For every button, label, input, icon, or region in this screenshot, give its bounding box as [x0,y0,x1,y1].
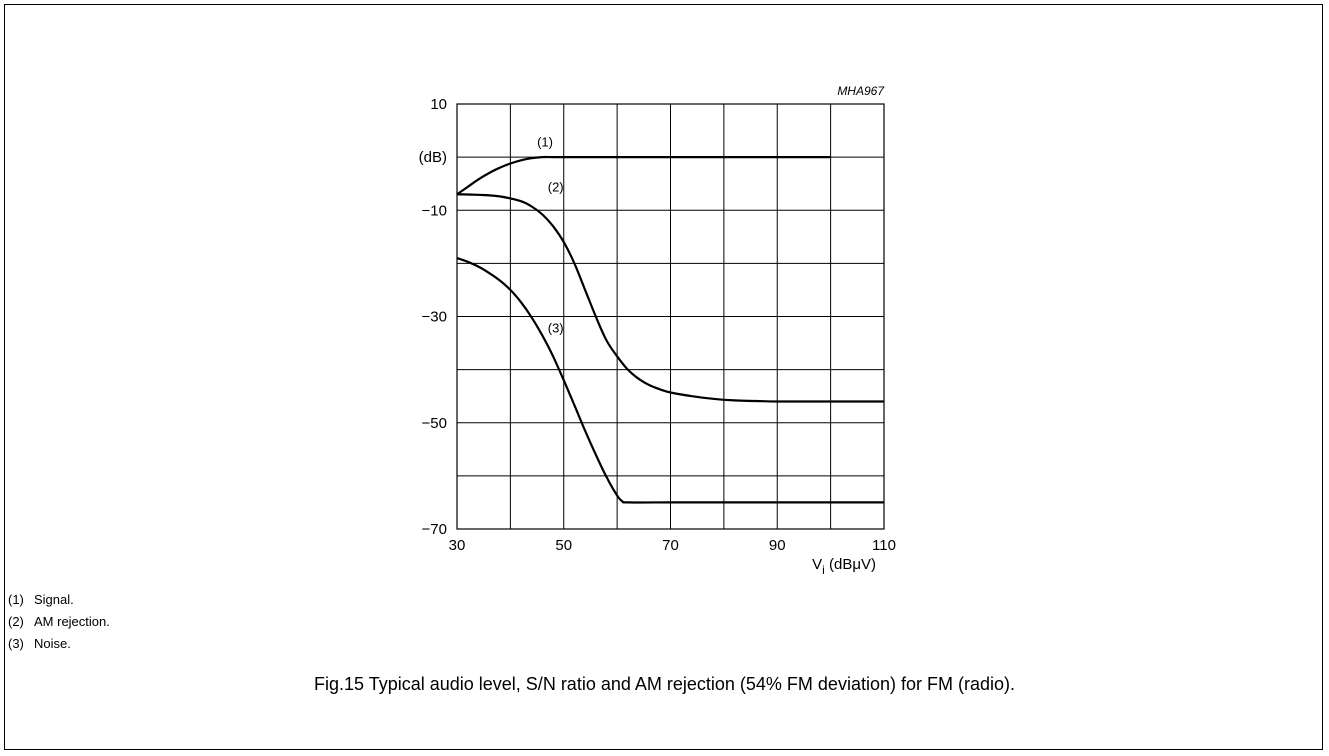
x-tick-label: 50 [555,537,572,554]
x-axis-label-unit: (dBμV) [825,556,876,573]
series-line-2 [456,193,884,403]
figure-frame [4,4,1323,750]
y-tick-label: −70 [422,521,447,538]
legend-text: Signal. [34,592,74,607]
x-tick-label: 70 [662,537,679,554]
x-tick-label: 90 [769,537,786,554]
y-tick-label: 10 [430,96,447,113]
y-axis-unit-label: (dB) [419,149,447,166]
legend-item-2: (2) AM rejection. [8,614,110,630]
legend-item-1: (1) Signal. [8,592,74,608]
series-label-2: (2) [548,180,564,195]
y-tick-label: −30 [422,309,447,326]
legend-number: (2) [8,614,24,629]
plot-area-frame [456,103,885,530]
series-label-3: (3) [548,320,564,335]
y-tick-label: −50 [422,415,447,432]
x-tick-label: 30 [449,537,466,554]
legend-item-3: (3) Noise. [8,636,71,652]
legend-number: (1) [8,592,24,607]
legend-text: AM rejection. [34,614,110,629]
series-line-1 [456,155,831,196]
figure-code: MHA967 [837,84,885,98]
y-tick-label: −10 [422,202,447,219]
chart: 30 50 70 90 110 10 −10 −30 −50 −70 (dB) Vi (dBμV) MH… [419,84,896,577]
x-axis-label-main: V [812,556,822,573]
legend-number: (3) [8,636,24,651]
series-label-1: (1) [537,135,553,150]
series-line-3 [456,257,884,504]
figure-caption: Fig.15 Typical audio level, S/N ratio an… [314,674,1015,694]
legend-text: Noise. [34,636,71,651]
x-tick-label: 110 [872,537,896,554]
x-axis-label: Vi (dBμV) [812,556,876,577]
x-axis-label-subscript: i [822,563,825,577]
